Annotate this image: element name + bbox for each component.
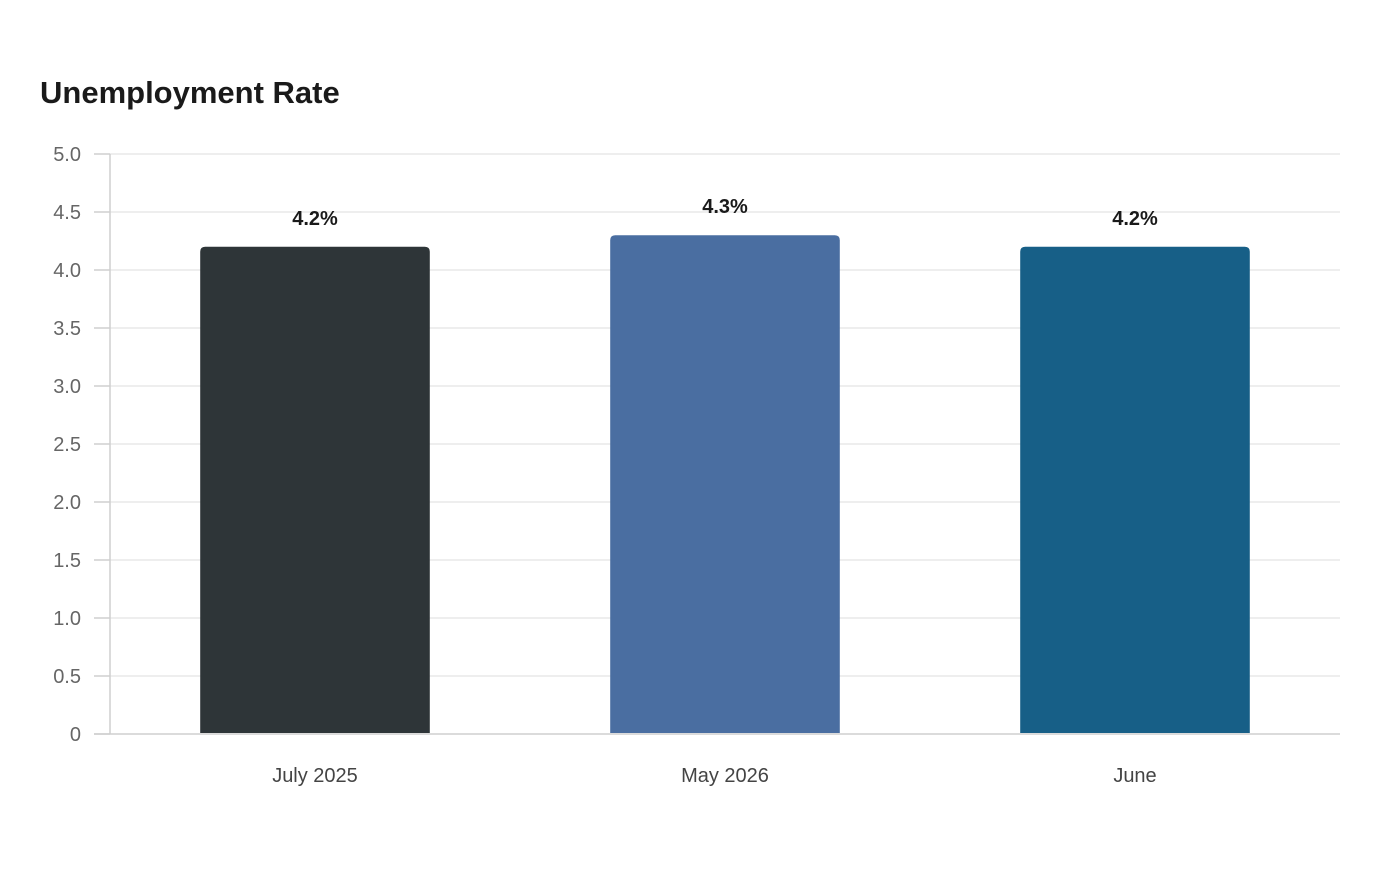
x-tick-label: July 2025 <box>272 765 358 787</box>
data-label: 4.2% <box>1112 208 1158 230</box>
y-tick-label: 2.5 <box>53 434 81 456</box>
labels: 0 0.5 1.0 1.5 2.0 2.5 3.0 3.5 4.0 4.5 5.0 4.2% July … <box>53 144 1158 787</box>
y-tick-label: 5.0 <box>53 144 81 166</box>
y-tick-label: 0.5 <box>53 666 81 688</box>
y-tick-label: 3.0 <box>53 376 81 398</box>
x-tick-label: June <box>1113 765 1156 787</box>
y-tick-label: 1.5 <box>53 550 81 572</box>
chart-title: Unemployment Rate <box>40 75 340 110</box>
y-tick-label: 4.5 <box>53 202 81 224</box>
bar-june[interactable] <box>1020 246 1250 734</box>
y-tick-label: 4.0 <box>53 260 81 282</box>
bar-may-2026[interactable] <box>610 235 840 733</box>
data-label: 4.3% <box>702 196 748 218</box>
y-tick-label: 1.0 <box>53 608 81 630</box>
y-tick-label: 3.5 <box>53 318 81 340</box>
x-tick-label: May 2026 <box>681 765 769 787</box>
bar-july-2025[interactable] <box>200 246 430 734</box>
axes <box>94 153 1340 735</box>
data-label: 4.2% <box>292 208 338 230</box>
y-tick-label: 2.0 <box>53 492 81 514</box>
bars <box>200 235 1250 734</box>
y-tick-label: 0 <box>70 724 81 746</box>
